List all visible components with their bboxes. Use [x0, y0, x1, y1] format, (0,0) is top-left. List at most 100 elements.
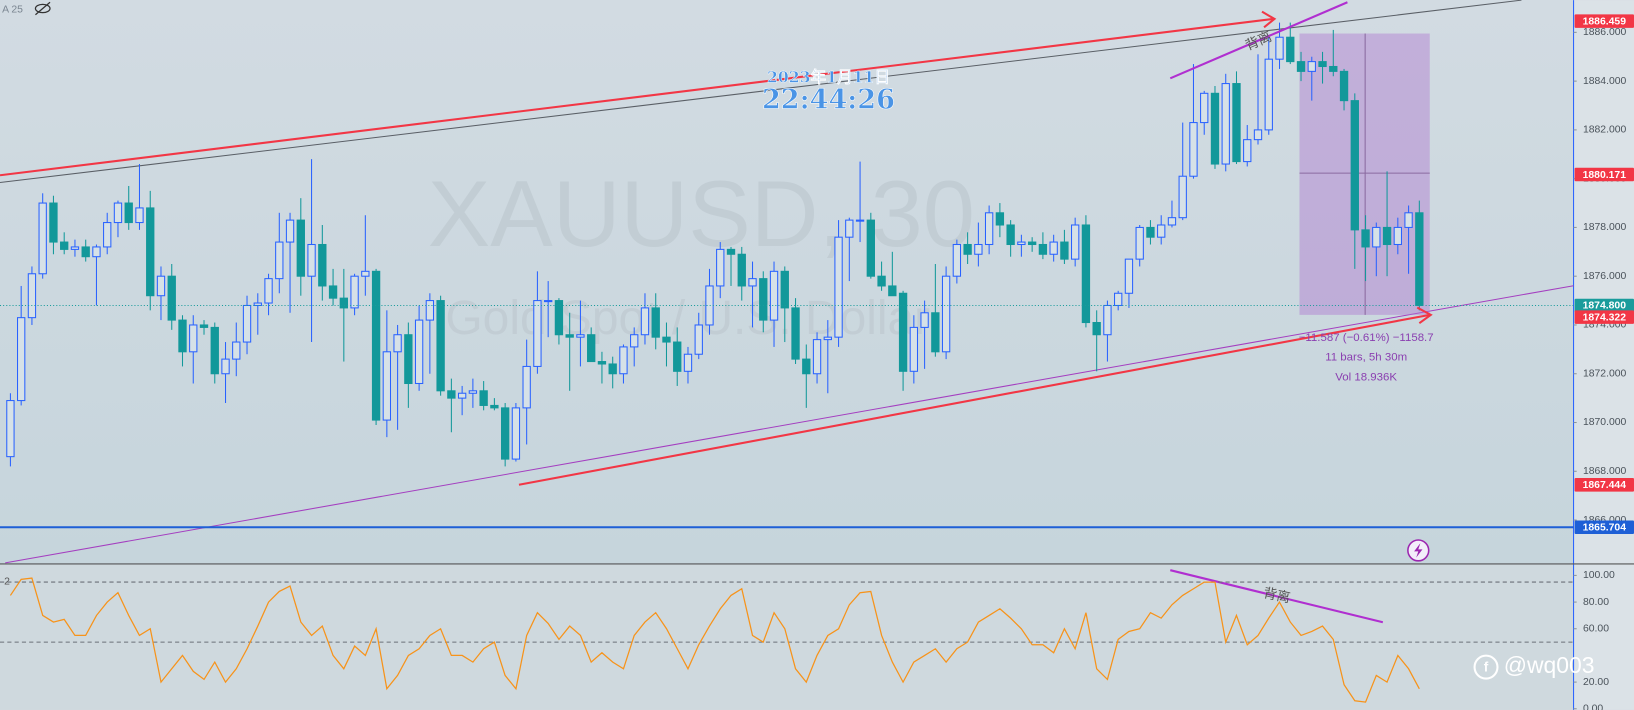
candle-body	[1221, 83, 1230, 165]
candle-body	[361, 270, 370, 277]
eye-slash	[35, 1, 51, 16]
y-tick-label: 1874.000	[1583, 320, 1627, 331]
candle-body	[6, 400, 15, 458]
hide-icon[interactable]	[34, 1, 51, 16]
watermark-icon	[1473, 654, 1499, 680]
candle-body	[716, 248, 725, 287]
osc-tick-label: 60.00	[1583, 624, 1609, 635]
candle-body	[296, 219, 305, 277]
candle-body	[103, 222, 112, 248]
candle-body	[952, 243, 962, 277]
candle-body	[468, 390, 478, 394]
candle-body	[1275, 36, 1284, 60]
candle-body	[1006, 224, 1015, 246]
candle-body	[1103, 304, 1112, 336]
candle-body	[221, 358, 230, 375]
candle-body	[199, 324, 209, 328]
candle-body	[1243, 139, 1252, 163]
candle-body	[995, 212, 1005, 226]
y-tick-label: 1886.000	[1583, 27, 1627, 38]
candle-body	[608, 363, 617, 375]
candle-body	[630, 334, 639, 348]
candle-body	[898, 292, 908, 372]
candle-body	[1350, 100, 1359, 231]
candle-body	[780, 270, 789, 309]
candle-body	[457, 392, 467, 399]
candle-body	[38, 202, 47, 275]
candle-body	[1329, 65, 1338, 72]
candle-body	[1296, 61, 1306, 72]
price-label: 1874.800	[1583, 301, 1627, 312]
candle-body	[1286, 36, 1295, 63]
alert-bolt	[1414, 543, 1423, 558]
candle-body	[769, 270, 779, 321]
drawings	[0, 0, 1574, 564]
candle-body	[414, 319, 424, 385]
candle-body	[447, 390, 456, 399]
candle-body	[576, 334, 585, 338]
trend-line	[5, 285, 1574, 564]
candle-body	[328, 285, 338, 299]
candle-body	[1404, 212, 1413, 228]
candle-body	[640, 307, 650, 336]
eye-icon[interactable]	[34, 3, 51, 14]
candle-body	[27, 273, 37, 319]
candle-body	[1157, 224, 1166, 238]
candle-body	[135, 207, 144, 224]
drawings-top: 背离 背离 −11.587 (−0.61%) −1158.7 11 bars, …	[0, 1, 1434, 624]
candle-body	[1307, 61, 1316, 72]
indicator-label: 2	[4, 576, 10, 587]
divergence-line	[1170, 569, 1384, 624]
candle-body	[60, 241, 69, 250]
candle-body	[425, 300, 435, 321]
y-tick-label: 1884.000	[1583, 76, 1627, 87]
y-tick-label: 1872.000	[1583, 368, 1627, 379]
candle-body	[662, 336, 671, 343]
scale-label: A 25	[2, 4, 23, 15]
candle-body	[941, 275, 951, 353]
candle-body	[92, 246, 101, 258]
price-label: 1886.459	[1583, 16, 1627, 27]
candle-body	[1017, 241, 1026, 246]
y-tick-label: 1868.000	[1583, 466, 1627, 477]
candle-body	[1339, 70, 1349, 102]
candle-body	[253, 302, 262, 306]
osc-tick-label: 20.00	[1583, 677, 1609, 688]
candle-body	[113, 202, 123, 224]
candle-body	[124, 202, 133, 224]
candle-body	[984, 212, 994, 246]
price-axis	[1573, 0, 1634, 710]
osc-line	[9, 577, 1420, 703]
candle-body	[264, 278, 273, 304]
candle-body	[683, 353, 693, 372]
candle-body	[565, 334, 574, 338]
y-tick-label: 1882.000	[1583, 125, 1627, 136]
candle-body	[877, 275, 886, 287]
candle-body	[1361, 229, 1370, 248]
candle-body	[726, 248, 736, 255]
candle-body	[963, 243, 972, 255]
candle-body	[490, 404, 499, 409]
divergence-label: 背离	[1262, 584, 1292, 605]
candle-body	[974, 243, 983, 255]
y-tick-label: 1866.000	[1583, 515, 1627, 526]
candle-body	[511, 407, 521, 460]
candle-body	[1372, 226, 1381, 248]
candle-body	[587, 334, 596, 363]
price-label-box	[1574, 310, 1634, 324]
candle-body	[823, 336, 832, 341]
price-label-box	[1574, 478, 1634, 492]
candle-body	[920, 312, 929, 328]
candle-body	[1200, 92, 1209, 124]
candle-body	[1178, 175, 1187, 219]
candle-body	[651, 307, 660, 338]
osc-tick-label: 100.00	[1583, 570, 1615, 581]
osc-tick-label: 80.00	[1583, 597, 1609, 608]
candle-body	[242, 304, 252, 343]
candle-body	[189, 324, 198, 353]
candle-body	[275, 241, 284, 280]
candle-body	[533, 300, 542, 367]
candle-body	[146, 207, 155, 297]
candle-body	[759, 278, 768, 321]
